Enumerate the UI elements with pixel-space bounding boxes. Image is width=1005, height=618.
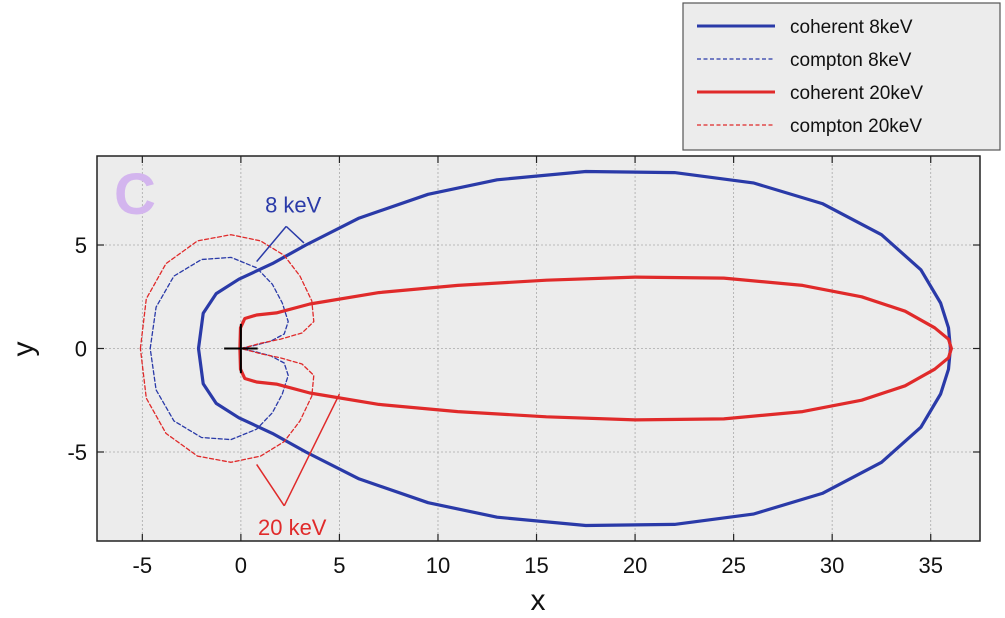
legend: coherent 8keV compton 8keV coherent 20keV c… xyxy=(682,2,1001,151)
annotation-pointer xyxy=(285,225,305,244)
x-tick-label: -5 xyxy=(133,553,153,578)
annotation-pointer xyxy=(256,463,285,507)
x-tick-label: 20 xyxy=(623,553,647,578)
x-tick-label: 25 xyxy=(721,553,745,578)
series-line-2 xyxy=(238,275,954,422)
x-tick-label: 15 xyxy=(524,553,548,578)
x-tick-label: 30 xyxy=(820,553,844,578)
origin-marker xyxy=(224,323,258,374)
annotation-8kev-label: 8 keV xyxy=(265,192,322,217)
x-tick-label: 10 xyxy=(426,553,450,578)
annotations: 8 keV 20 keV xyxy=(256,192,341,540)
x-tick-label: 0 xyxy=(235,553,247,578)
annotation-pointer xyxy=(256,225,287,263)
annotation-20kev-label: 20 keV xyxy=(258,515,327,540)
x-tick-label: 5 xyxy=(333,553,345,578)
annotation-pointer xyxy=(283,393,341,507)
x-axis-ticks: -5 0 5 10 15 20 25 30 35 xyxy=(133,156,943,578)
panel-letter: C xyxy=(114,162,156,227)
legend-label: compton 8keV xyxy=(790,50,912,71)
y-axis-label: y xyxy=(7,342,40,357)
y-tick-label: -5 xyxy=(67,440,87,465)
y-axis-ticks: -5 0 5 xyxy=(67,233,980,465)
legend-label: coherent 8keV xyxy=(790,17,913,38)
x-tick-label: 35 xyxy=(918,553,942,578)
legend-label: coherent 20keV xyxy=(790,83,923,104)
y-tick-label: 0 xyxy=(75,337,87,362)
x-axis-label: x xyxy=(531,584,546,617)
y-tick-label: 5 xyxy=(75,233,87,258)
legend-label: compton 20keV xyxy=(790,116,922,137)
